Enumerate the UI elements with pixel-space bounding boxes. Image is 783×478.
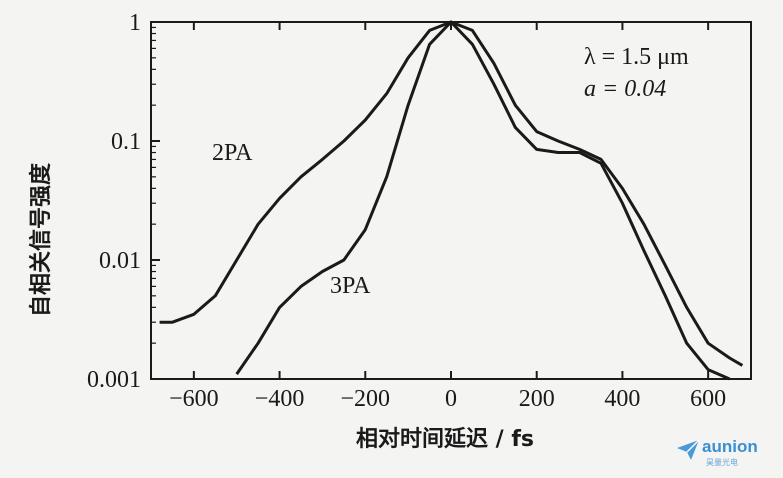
- series-line-2pa: [159, 20, 744, 367]
- y-tick-label: 0.001: [87, 367, 141, 393]
- y-tick-label: 1: [129, 10, 141, 36]
- param-wavelength: λ = 1.5 μm: [584, 44, 689, 70]
- series-label-3pa: 3PA: [330, 273, 371, 299]
- x-tick-label: 600: [690, 386, 726, 412]
- x-tick-label: 0: [445, 386, 457, 412]
- x-ticks: −600 −400 −200 0 200 400 600: [169, 22, 726, 412]
- aunion-logo: aunion 昊量光电: [676, 436, 776, 470]
- y-tick-label: 0.01: [99, 248, 141, 274]
- y-tick-label: 0.1: [111, 129, 141, 155]
- x-axis-title: 相对时间延迟 / fs: [356, 427, 534, 452]
- series-line-3pa: [235, 20, 731, 381]
- brand-sub: 昊量光电: [706, 458, 738, 467]
- x-tick-label: 400: [604, 386, 640, 412]
- x-tick-label: −200: [341, 386, 391, 412]
- y-ticks: 0.001 0.01 0.1 1: [87, 10, 160, 393]
- y-axis-title: 自相关信号强度: [28, 162, 54, 317]
- param-a: a = 0.04: [584, 76, 666, 102]
- x-tick-label: 200: [519, 386, 555, 412]
- brand-name: aunion: [702, 437, 758, 456]
- x-tick-label: −400: [255, 386, 305, 412]
- x-tick-label: −600: [169, 386, 219, 412]
- paper-plane-icon: [677, 439, 700, 460]
- series-label-2pa: 2PA: [212, 140, 253, 166]
